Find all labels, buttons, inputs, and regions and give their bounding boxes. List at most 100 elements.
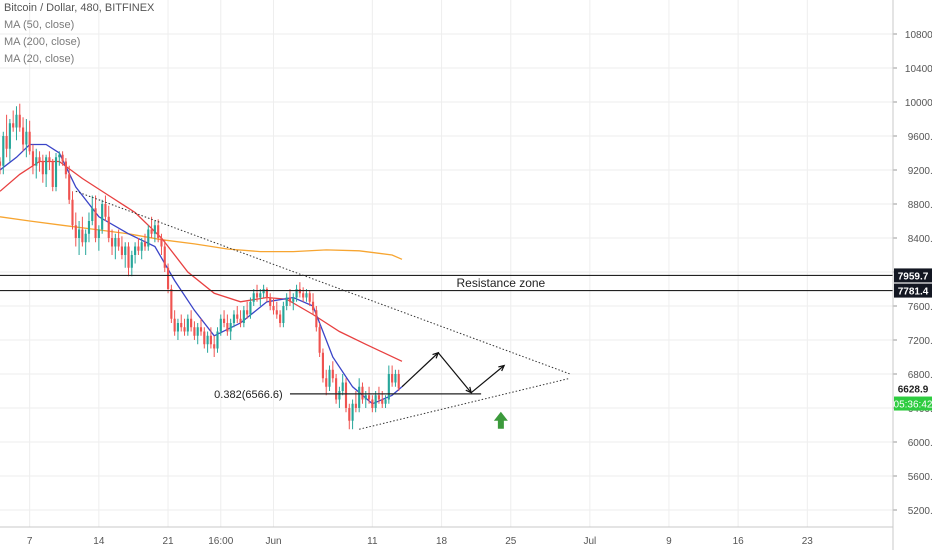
up-arrow-shape	[493, 411, 508, 429]
projection-segment	[401, 352, 439, 388]
resistance-top-price: 7959.7	[898, 271, 929, 282]
candle-body	[170, 289, 173, 319]
indicator-ma20-label[interactable]: MA (20, close)	[4, 53, 75, 65]
trendline-1	[75, 190, 571, 375]
candle-body	[157, 225, 160, 238]
candle-body	[54, 157, 58, 187]
candle-body	[374, 395, 377, 408]
candle-body	[279, 314, 282, 323]
symbol-title[interactable]: Bitcoin / Dollar, 480, BITFINEX	[4, 2, 155, 14]
candle-body	[361, 386, 364, 400]
candle-body	[318, 327, 321, 353]
candle-body	[35, 157, 38, 166]
y-tick-label: 6800.0	[908, 370, 932, 381]
projection-path	[401, 351, 506, 394]
candle-body	[41, 161, 44, 175]
candle-body	[295, 289, 298, 298]
candle-body	[252, 293, 255, 302]
x-tick-label: 14	[93, 536, 105, 547]
y-tick-label: 8400.0	[908, 234, 932, 245]
fib-level-label: 0.382(6566.6)	[214, 389, 283, 401]
x-tick-label: 7	[27, 536, 33, 547]
candle-body	[381, 399, 384, 404]
x-tick-label: Jun	[265, 536, 281, 547]
candle-body	[104, 204, 107, 217]
candle-body	[209, 335, 212, 345]
candle-body	[193, 327, 196, 336]
candle-body	[25, 131, 28, 145]
candle-body	[180, 323, 183, 328]
candle-body	[61, 154, 64, 162]
indicator-ma50-label[interactable]: MA (50, close)	[4, 19, 75, 31]
y-tick-label: 10800.0	[905, 30, 932, 41]
candle-body	[78, 229, 81, 238]
resistance-top-price-bg	[894, 268, 932, 283]
horizontal-levels[interactable]	[0, 274, 893, 395]
time-axis[interactable]: 7 14 21 16:00 Jun 11 18 25 Jul 9 16 23	[0, 526, 893, 547]
x-tick-label: 25	[505, 536, 517, 547]
y-tick-label: 8800.0	[908, 200, 932, 211]
candle-body	[64, 161, 67, 175]
candle-body	[344, 382, 348, 408]
candle-body	[321, 352, 325, 379]
candle-body	[124, 246, 127, 255]
candle-body	[377, 395, 381, 400]
candle-body	[269, 297, 272, 306]
candle-body	[213, 344, 216, 349]
resistance-bottom-price: 7781.4	[898, 287, 929, 298]
buy-arrow-icon	[493, 411, 508, 429]
candle-body	[236, 314, 239, 319]
y-tick-label: 10000.0	[905, 98, 932, 109]
ma20-series	[0, 143, 403, 405]
trendlines[interactable]	[75, 190, 571, 430]
candle-body	[8, 123, 11, 149]
candle-body	[229, 323, 232, 332]
candle-body	[259, 293, 262, 298]
candle-body	[2, 136, 5, 166]
candle-body	[15, 114, 18, 128]
candle-body	[305, 293, 308, 298]
candle-body	[127, 246, 130, 268]
candle-body	[239, 318, 242, 323]
candle-body	[338, 391, 341, 400]
x-tick-label: 9	[666, 536, 672, 547]
y-tick-label: 9600.0	[908, 132, 932, 143]
candle-body	[371, 399, 374, 408]
indicator-ma200-label[interactable]: MA (200, close)	[4, 36, 81, 48]
candle-body	[308, 293, 311, 302]
candle-body	[391, 374, 394, 383]
y-tick-label: 9200.0	[908, 166, 932, 177]
candle-body	[255, 293, 259, 298]
x-tick-label: 18	[436, 536, 448, 547]
candle-body	[5, 136, 8, 149]
candle-body	[71, 199, 74, 226]
candle-body	[348, 408, 351, 421]
countdown-label: 05:36:42	[894, 400, 932, 411]
candle-body	[107, 216, 110, 238]
candle-body	[94, 208, 97, 238]
candle-body	[166, 267, 170, 289]
candle-body	[176, 323, 180, 332]
candle-body	[58, 154, 61, 158]
projection-segment	[470, 365, 505, 394]
candle-body	[265, 289, 268, 298]
candle-body	[219, 318, 222, 332]
candle-body	[38, 157, 41, 162]
candle-body	[153, 225, 156, 234]
projection-segment	[437, 352, 472, 394]
candle-body	[120, 246, 123, 255]
candle-body	[140, 242, 143, 251]
last-price-bg	[894, 381, 932, 396]
candle-body	[97, 229, 100, 238]
ma20-line	[0, 143, 403, 405]
candle-body	[335, 378, 338, 400]
candle-body	[272, 306, 275, 311]
candle-body	[341, 382, 344, 391]
candle-body	[137, 246, 140, 251]
candle-body	[147, 229, 150, 247]
candle-body	[84, 233, 87, 243]
candle-body	[130, 255, 133, 268]
candle-body	[68, 174, 71, 200]
candle-body	[216, 331, 219, 349]
